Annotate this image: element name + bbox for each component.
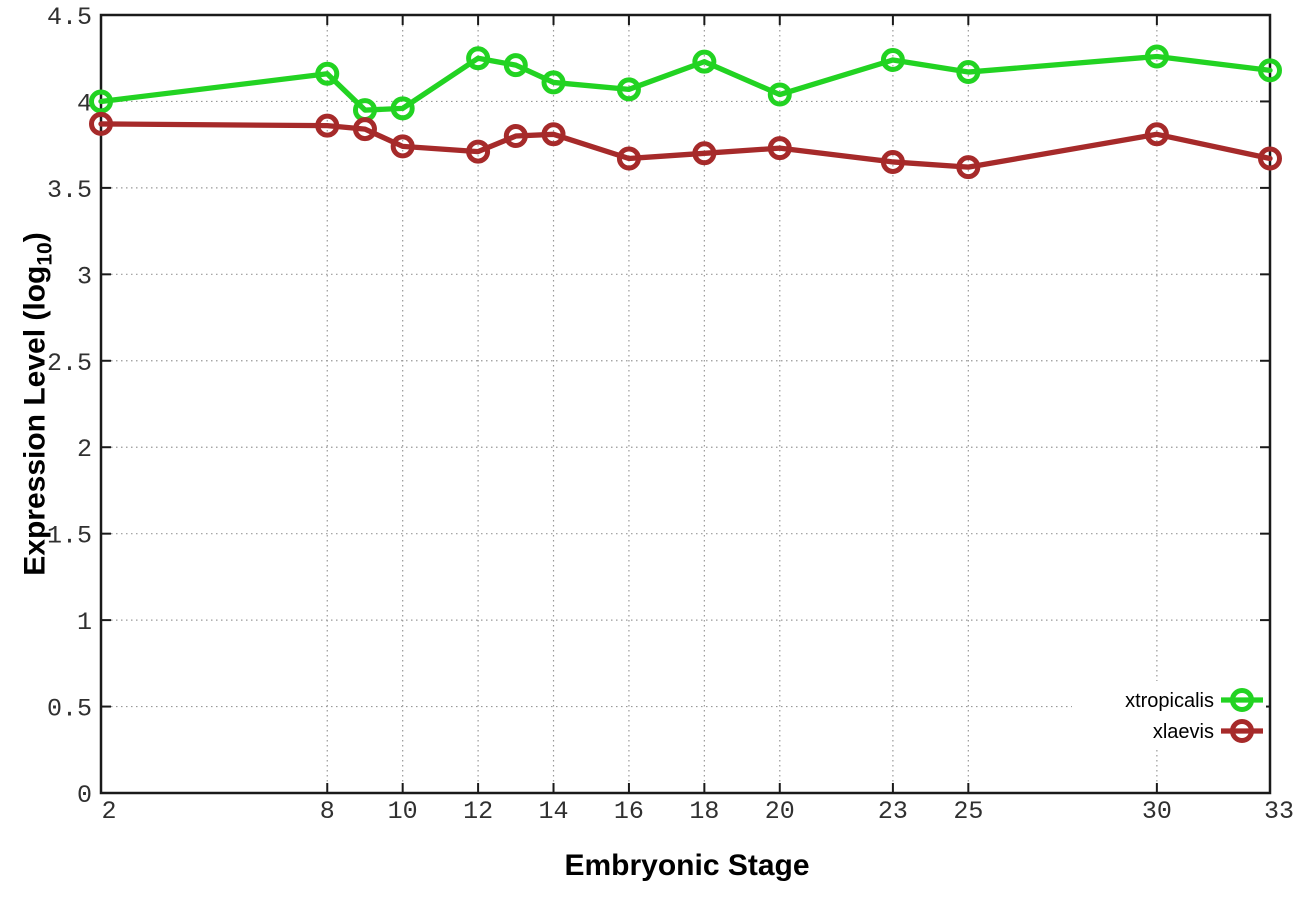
x-tick-label: 2 <box>101 797 116 826</box>
data-point-marker <box>692 141 717 166</box>
y-axis-title-subscript: 10 <box>33 242 57 266</box>
series-xlaevis <box>89 111 1282 180</box>
data-point-marker <box>767 136 792 161</box>
data-point-marker <box>541 122 566 147</box>
gridlines <box>101 15 1270 793</box>
y-tick-label: 3.5 <box>47 176 92 205</box>
legend-sample-marker <box>1230 688 1254 712</box>
x-tick-label: 18 <box>689 797 719 826</box>
series-xtropicalis <box>89 44 1282 123</box>
y-tick-label: 2 <box>77 435 92 464</box>
data-point-marker <box>89 89 113 114</box>
data-point-marker <box>466 139 491 164</box>
x-tick-label: 8 <box>320 797 335 826</box>
data-point-marker <box>352 117 377 142</box>
data-point-marker <box>1258 146 1282 171</box>
y-tick-label: 4 <box>77 89 92 118</box>
y-tick-label: 1 <box>77 608 92 637</box>
data-point-marker <box>390 96 415 121</box>
data-point-marker <box>616 146 641 171</box>
legend-label-xlaevis: xlaevis <box>1153 721 1214 743</box>
x-axis-title: Embryonic Stage <box>564 849 810 882</box>
data-point-marker <box>1144 44 1169 69</box>
y-tick-label: 2.5 <box>47 349 92 378</box>
data-point-marker <box>503 53 528 78</box>
x-tick-label: 10 <box>388 797 418 826</box>
data-point-marker <box>956 155 981 180</box>
y-tick-label: 0.5 <box>47 695 92 724</box>
x-tick-label: 33 <box>1264 797 1294 826</box>
data-point-marker <box>315 113 340 138</box>
data-point-marker <box>956 60 981 85</box>
x-tick-label: 14 <box>539 797 569 826</box>
plot-border <box>99 13 1272 795</box>
y-axis-title-text: Expression Level (log <box>18 265 52 576</box>
data-point-marker <box>541 70 566 95</box>
data-point-marker <box>616 77 641 102</box>
x-tick-label: 30 <box>1142 797 1172 826</box>
x-tick-labels: 2 8 10 12 14 16 18 20 23 25 30 33 <box>101 797 1294 826</box>
x-tick-label: 20 <box>765 797 795 826</box>
x-tick-label: 16 <box>614 797 644 826</box>
x-tick-label: 23 <box>878 797 908 826</box>
data-point-marker <box>692 49 717 74</box>
legend: xtropicalis xlaevis <box>1072 681 1266 749</box>
data-point-marker <box>880 47 905 72</box>
data-point-marker <box>767 82 792 107</box>
data-point-marker <box>390 134 415 159</box>
data-point-marker <box>880 149 905 174</box>
data-point-marker <box>1258 58 1282 83</box>
tick-marks <box>100 14 1271 794</box>
data-point-marker <box>315 61 340 86</box>
data-point-marker <box>89 111 113 136</box>
y-axis-title: Expression Level (log10) <box>19 232 58 575</box>
x-tick-label: 12 <box>463 797 493 826</box>
data-point-marker <box>466 46 491 71</box>
data-point-marker <box>1144 122 1169 147</box>
x-tick-label: 25 <box>953 797 983 826</box>
series-line-xlaevis <box>98 121 1273 170</box>
y-tick-label: 1.5 <box>47 522 92 551</box>
y-tick-labels: 0 0.5 1 1.5 2 2.5 3 3.5 4 4.5 <box>47 3 92 810</box>
y-tick-label: 4.5 <box>47 3 92 32</box>
legend-sample-marker <box>1230 719 1254 743</box>
y-tick-label: 0 <box>77 781 92 810</box>
data-point-marker <box>503 124 528 149</box>
legend-label-xtropicalis: xtropicalis <box>1125 690 1214 712</box>
y-axis-title-close: ) <box>18 232 52 243</box>
y-tick-label: 3 <box>77 262 92 291</box>
series-line-xtropicalis <box>98 53 1273 113</box>
